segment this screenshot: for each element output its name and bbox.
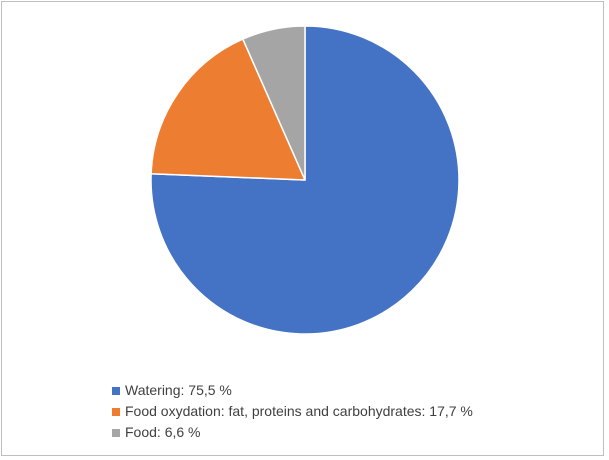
legend-label: Watering: 75,5 % xyxy=(125,382,232,398)
pie-slice-watering xyxy=(150,25,460,335)
legend-label: Food oxydation: fat, proteins and carboh… xyxy=(125,403,473,419)
legend-item-food-oxydation: Food oxydation: fat, proteins and carboh… xyxy=(112,401,473,422)
legend-item-food: Food: 6,6 % xyxy=(112,422,473,443)
legend-swatch xyxy=(112,386,120,395)
pie-slice-food-oxydation xyxy=(150,38,306,181)
pie-slice-food xyxy=(242,25,306,181)
legend-swatch xyxy=(112,428,120,437)
legend-label: Food: 6,6 % xyxy=(125,424,201,440)
pie-chart xyxy=(150,25,460,335)
chart-area: Watering: 75,5 % Food oxydation: fat, pr… xyxy=(1,1,604,456)
legend: Watering: 75,5 % Food oxydation: fat, pr… xyxy=(112,380,473,443)
legend-swatch xyxy=(112,407,120,416)
legend-item-watering: Watering: 75,5 % xyxy=(112,380,473,401)
